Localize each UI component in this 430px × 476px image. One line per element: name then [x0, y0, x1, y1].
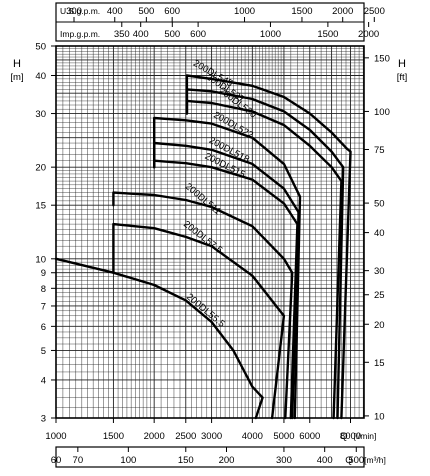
x-tick-label-impgpm: 1000 — [260, 29, 281, 40]
y-tick-label-ft: 15 — [374, 358, 385, 369]
curve-layer — [54, 74, 352, 420]
y-tick-label-m: 9 — [41, 268, 46, 279]
x-tick-label-usgpm: 1500 — [291, 6, 312, 17]
x-tick-label-lmin: 2500 — [175, 431, 196, 442]
y-tick-label-ft: 100 — [374, 107, 390, 118]
y-tick-label-m: 50 — [35, 42, 46, 53]
grid-layer — [55, 45, 364, 419]
x-tick-label-usgpm: 2500 — [364, 6, 385, 17]
x-tick-label-impgpm: 600 — [190, 29, 206, 40]
y-tick-label-ft: 50 — [374, 199, 385, 210]
y-axis-unit-m: [m] — [10, 72, 23, 83]
x-axis-title-impgpm: Imp.g.p.m. — [60, 29, 100, 39]
x-axis-title-usgpm: U.S.g.p.m. — [60, 6, 100, 16]
x-tick-label-usgpm: 500 — [138, 6, 154, 17]
x-tick-label-lmin: 1500 — [103, 431, 124, 442]
x-tick-label-impgpm: 1500 — [317, 29, 338, 40]
x-axis-title-lmin: Q — [340, 431, 347, 442]
curve-label: 200DL511 — [183, 181, 223, 217]
y-tick-label-m: 5 — [41, 346, 46, 357]
x-tick-label-m3h: 150 — [178, 455, 194, 466]
curve-200DL530 — [185, 99, 343, 420]
x-tick-label-impgpm: 350 — [114, 29, 130, 40]
y-axis-title-m: H — [13, 58, 21, 70]
x-tick-label-m3h: 100 — [120, 455, 136, 466]
x-tick-label-lmin: 6000 — [299, 431, 320, 442]
y-tick-label-ft: 150 — [374, 53, 390, 64]
x-tick-label-lmin: 2000 — [144, 431, 165, 442]
x-tick-label-impgpm: 500 — [164, 29, 180, 40]
curve-200DL511 — [112, 191, 294, 420]
x-tick-label-impgpm: 2000 — [358, 29, 379, 40]
curve-200DL55-5 — [54, 257, 264, 420]
y-tick-label-m: 15 — [35, 201, 46, 212]
y-tick-label-m: 30 — [35, 109, 46, 120]
frame-layer — [51, 2, 375, 468]
x-tick-label-m3h: 500 — [348, 455, 364, 466]
y-tick-label-m: 10 — [35, 254, 46, 265]
x-tick-label-usgpm: 600 — [164, 6, 180, 17]
x-tick-label-m3h: 300 — [276, 455, 292, 466]
x-tick-label-usgpm: 400 — [107, 6, 123, 17]
x-axis-unit-m3h: [m³/h] — [364, 455, 386, 465]
y-tick-label-m: 7 — [41, 301, 46, 312]
y-tick-label-ft: 75 — [374, 145, 385, 156]
x-tick-label-m3h: 400 — [317, 455, 333, 466]
x-tick-label-lmin: 4000 — [242, 431, 263, 442]
y-axis-title-ft: H — [398, 58, 406, 70]
y-tick-label-ft: 25 — [374, 290, 385, 301]
curve-200DL537 — [185, 88, 345, 420]
y-tick-label-ft: 30 — [374, 266, 385, 277]
y-tick-label-m: 40 — [35, 71, 46, 82]
y-tick-label-m: 3 — [41, 414, 46, 425]
x-tick-label-lmin: 5000 — [273, 431, 294, 442]
x-tick-label-impgpm: 400 — [133, 29, 149, 40]
curve-200DL57-5 — [112, 222, 286, 420]
y-tick-label-m: 6 — [41, 322, 46, 333]
y-axis-unit-ft: [ft] — [397, 72, 408, 83]
y-tick-label-ft: 20 — [374, 320, 385, 331]
x-tick-label-m3h: 60 — [51, 455, 62, 466]
y-tick-label-m: 8 — [41, 284, 46, 295]
x-tick-label-usgpm: 300 — [66, 6, 82, 17]
x-tick-label-m3h: 200 — [219, 455, 235, 466]
x-axis-title-m3h: Q — [345, 455, 352, 466]
curve-200DL545 — [185, 74, 352, 420]
x-tick-label-m3h: 70 — [73, 455, 84, 466]
y-tick-label-ft: 10 — [374, 411, 385, 422]
x-tick-label-usgpm: 1000 — [234, 6, 255, 17]
y-tick-label-m: 20 — [35, 163, 46, 174]
x-axis-unit-lmin: [l/min] — [354, 431, 377, 441]
x-tick-label-lmin: 8000 — [340, 431, 361, 442]
curve-200DL522 — [153, 116, 302, 420]
y-tick-label-ft: 40 — [374, 228, 385, 239]
x-tick-label-lmin: 1000 — [45, 431, 66, 442]
curve-200DL518 — [153, 141, 300, 420]
y-tick-label-m: 4 — [41, 375, 46, 386]
bottom-m3h-box — [55, 446, 365, 468]
x-tick-label-lmin: 3000 — [201, 431, 222, 442]
curve-200DL515 — [153, 159, 299, 420]
x-tick-label-usgpm: 2000 — [332, 6, 353, 17]
plot-frame — [55, 45, 365, 419]
